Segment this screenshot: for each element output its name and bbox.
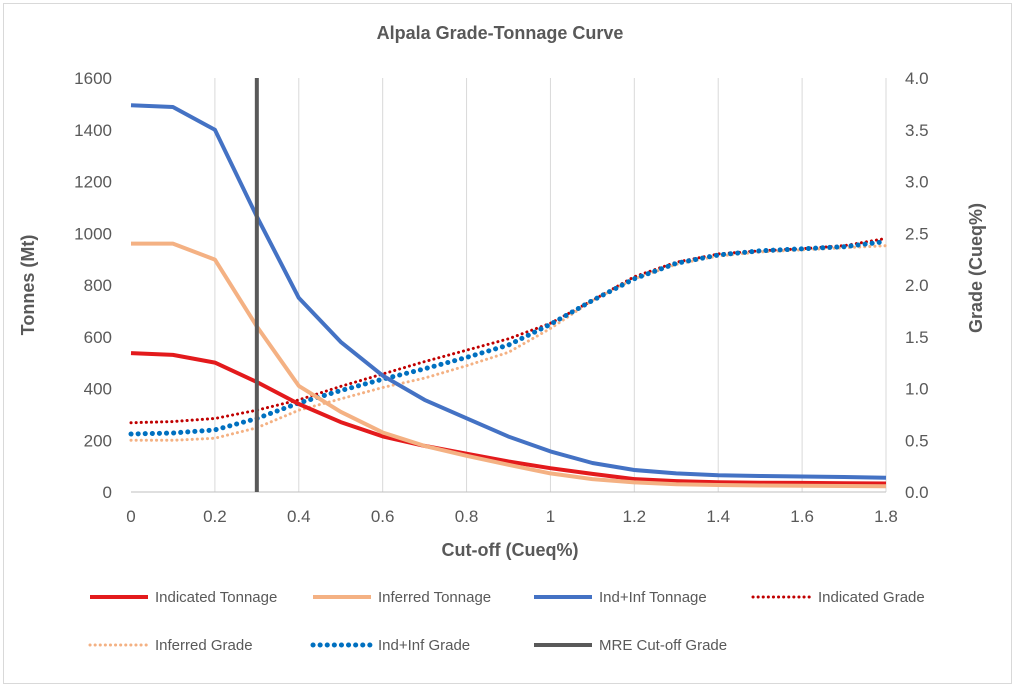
y-tick-label: 600 (84, 328, 112, 347)
legend-label: Indicated Tonnage (155, 589, 277, 606)
x-tick-label: 1.4 (706, 507, 730, 526)
x-tick-label: 0.8 (455, 507, 479, 526)
x-tick-label: 1 (546, 507, 555, 526)
x-tick-label: 1.6 (790, 507, 814, 526)
legend-label: Inferred Tonnage (378, 589, 491, 606)
y-tick-label: 400 (84, 380, 112, 399)
y2-tick-label: 4.0 (905, 69, 929, 88)
legend-label: Indicated Grade (818, 589, 925, 606)
x-tick-label: 0.4 (287, 507, 311, 526)
y-tick-label: 1600 (74, 69, 112, 88)
y2-tick-label: 0.0 (905, 483, 929, 502)
y2-tick-label: 1.0 (905, 380, 929, 399)
vertical-gridlines (214, 78, 887, 492)
x-tick-label: 1.2 (623, 507, 647, 526)
secondary-y-axis-ticks: 0.0 0.5 1.0 1.5 2.0 2.5 3.0 3.5 4.0 (905, 69, 929, 502)
y2-tick-label: 2.0 (905, 276, 929, 295)
y-tick-label: 1400 (74, 121, 112, 140)
y-tick-label: 1000 (74, 224, 112, 243)
series-line-indicated-grade (129, 236, 888, 425)
x-tick-label: 0 (126, 507, 135, 526)
y2-tick-label: 0.5 (905, 431, 929, 450)
y-axis-ticks: 0 200 400 600 800 1000 1200 1400 1600 (74, 69, 112, 502)
legend-item-inferred-tonnage: Inferred Tonnage (313, 589, 491, 606)
legend-label: Ind+Inf Grade (378, 637, 470, 654)
y-tick-label: 800 (84, 276, 112, 295)
legend-item-indicated-tonnage: Indicated Tonnage (90, 589, 277, 606)
x-tick-label: 0.2 (203, 507, 227, 526)
legend-label: Inferred Grade (155, 637, 253, 654)
legend-item-inferred-grade: Inferred Grade (88, 637, 253, 654)
y-tick-label: 1200 (74, 173, 112, 192)
legend-label: MRE Cut-off Grade (599, 637, 727, 654)
y-tick-label: 200 (84, 431, 112, 450)
legend-item-ind-inf-tonnage: Ind+Inf Tonnage (534, 589, 707, 606)
y2-tick-label: 2.5 (905, 224, 929, 243)
y-tick-label: 0 (103, 483, 112, 502)
chart-title: Alpala Grade-Tonnage Curve (377, 23, 624, 43)
x-axis-title: Cut-off (Cueq%) (442, 540, 579, 560)
y2-tick-label: 1.5 (905, 328, 929, 347)
x-axis-ticks: 0 0.2 0.4 0.6 0.8 1 1.2 1.4 1.6 1.8 (126, 507, 898, 526)
y2-tick-label: 3.5 (905, 121, 929, 140)
y2-tick-label: 3.0 (905, 173, 929, 192)
legend-item-indicated-grade: Indicated Grade (751, 589, 925, 606)
y-axis-title: Tonnes (Mt) (18, 235, 38, 336)
legend-item-mre-cut-off-grade: MRE Cut-off Grade (534, 637, 727, 654)
legend: Indicated Tonnage Inferred Tonnage Ind+Inf… (88, 589, 925, 654)
legend-label: Ind+Inf Tonnage (599, 589, 707, 606)
series-line-inferred-tonnage (131, 241, 887, 489)
x-tick-label: 1.8 (874, 507, 898, 526)
x-tick-label: 0.6 (371, 507, 395, 526)
series-layer (128, 78, 889, 492)
secondary-y-axis-title: Grade (Cueq%) (966, 203, 986, 333)
legend-item-ind-inf-grade: Ind+Inf Grade (310, 637, 470, 654)
